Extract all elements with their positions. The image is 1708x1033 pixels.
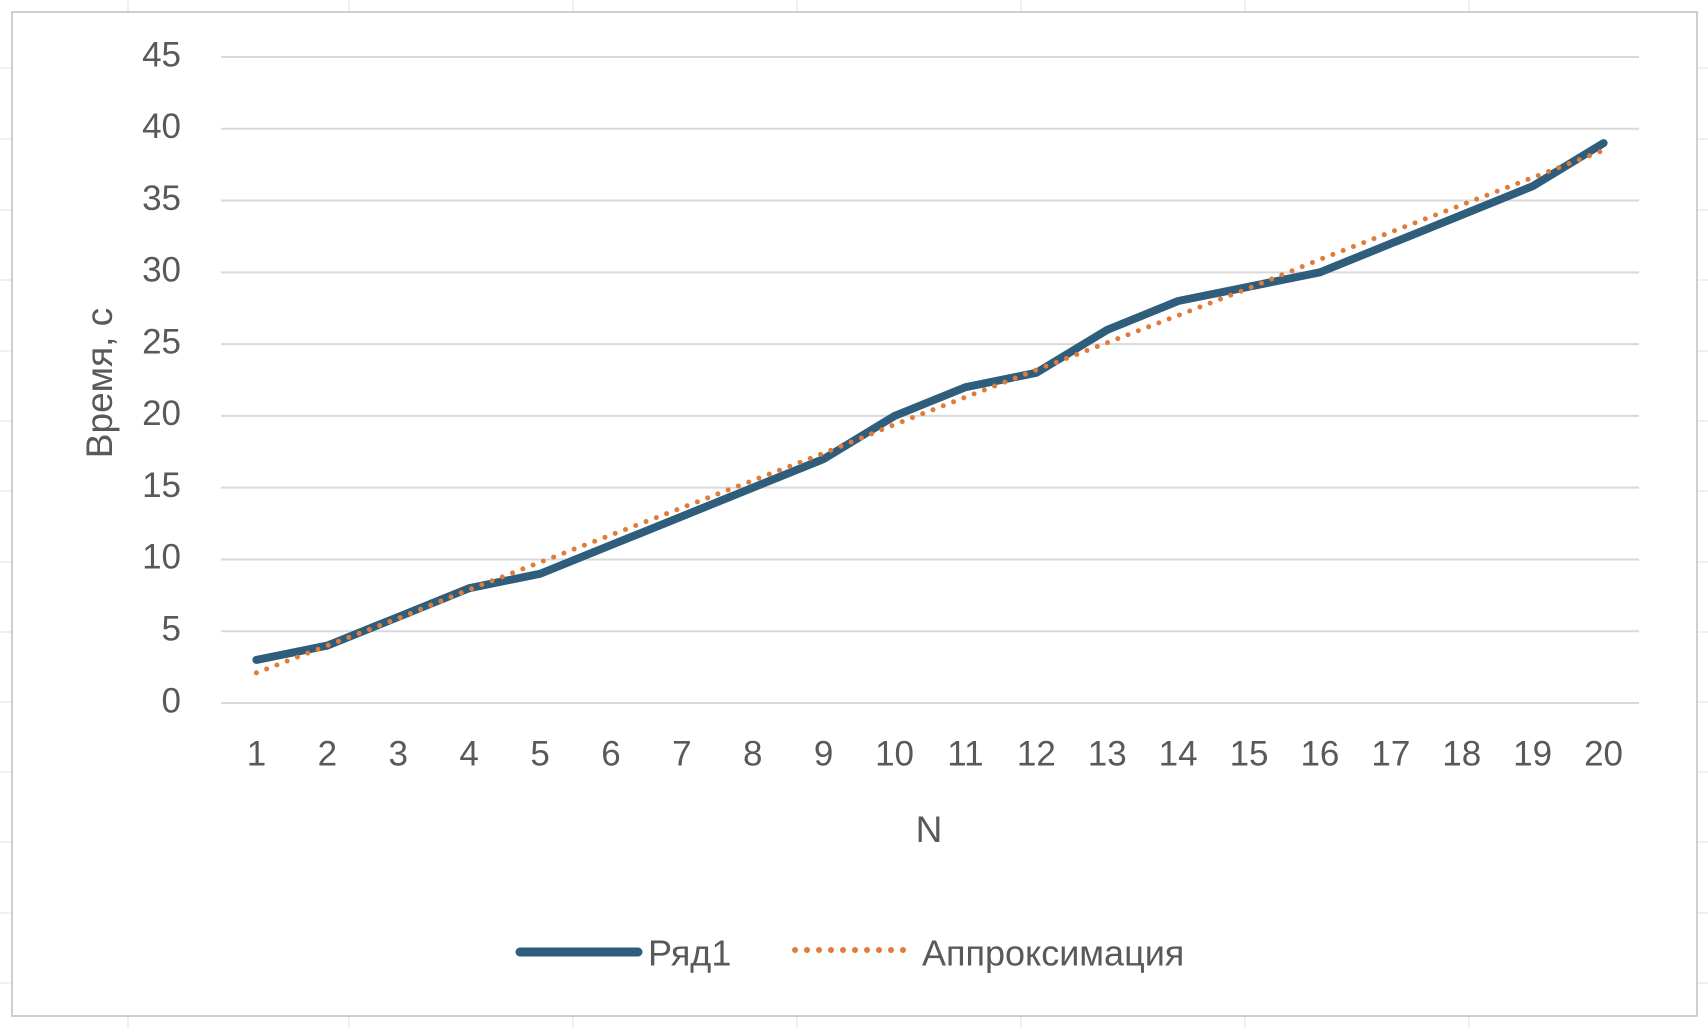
x-tick-label: 4 — [459, 734, 478, 773]
x-tick-label: 17 — [1371, 734, 1410, 773]
y-tick-label: 45 — [142, 35, 181, 74]
y-tick-label: 20 — [142, 394, 181, 433]
x-tick-label: 1 — [247, 734, 266, 773]
x-tick-label: 3 — [389, 734, 408, 773]
x-tick-label: 5 — [530, 734, 549, 773]
x-tick-label: 7 — [672, 734, 691, 773]
x-tick-label: 19 — [1513, 734, 1552, 773]
x-tick-label: 18 — [1442, 734, 1481, 773]
x-tick-label: 16 — [1300, 734, 1339, 773]
chart-frame[interactable] — [12, 12, 1697, 1016]
x-tick-label: 13 — [1088, 734, 1127, 773]
x-tick-label: 11 — [947, 734, 983, 773]
x-tick-label: 15 — [1230, 734, 1269, 773]
y-tick-label: 25 — [142, 322, 181, 361]
x-tick-label: 8 — [743, 734, 762, 773]
x-tick-label: 20 — [1584, 734, 1623, 773]
y-tick-label: 30 — [142, 251, 181, 290]
y-tick-label: 40 — [142, 107, 181, 146]
x-tick-label: 14 — [1159, 734, 1198, 773]
y-tick-label: 10 — [142, 538, 181, 577]
y-tick-label: 15 — [142, 466, 181, 505]
x-tick-label: 6 — [601, 734, 620, 773]
legend-label-series-2: Аппроксимация — [922, 933, 1184, 974]
x-tick-label: 10 — [875, 734, 914, 773]
x-tick-label: 12 — [1017, 734, 1056, 773]
y-tick-label: 0 — [162, 681, 181, 720]
y-tick-label: 5 — [162, 609, 181, 648]
legend-label-series-1: Ряд1 — [648, 933, 731, 974]
y-axis-title: Время, с — [79, 308, 120, 458]
x-tick-label: 9 — [814, 734, 833, 773]
x-tick-label: 2 — [318, 734, 337, 773]
y-tick-label: 35 — [142, 179, 181, 218]
x-axis-title: N — [916, 809, 943, 850]
